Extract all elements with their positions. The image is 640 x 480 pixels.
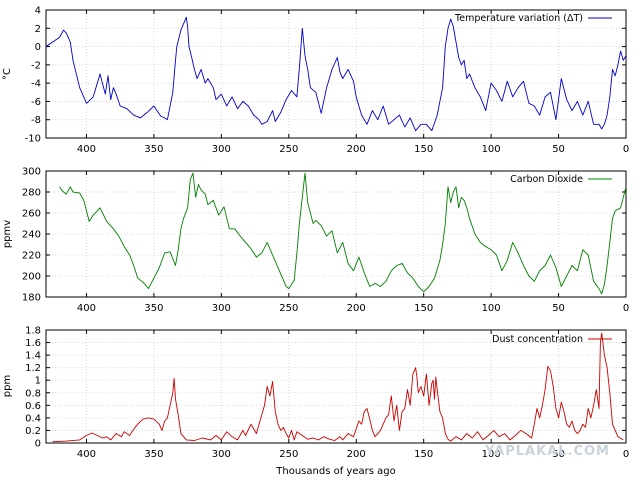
legend-label: Temperature variation (ΔT) bbox=[454, 13, 583, 24]
x-tick-label: 200 bbox=[347, 144, 366, 155]
x-tick-label: 50 bbox=[552, 303, 565, 314]
x-tick-label: 100 bbox=[482, 144, 501, 155]
y-tick-label: 0 bbox=[35, 439, 41, 450]
x-tick-label: 100 bbox=[482, 449, 501, 460]
x-tick-label: 150 bbox=[414, 449, 433, 460]
y-tick-label: 1.6 bbox=[25, 338, 41, 349]
x-tick-label: 0 bbox=[623, 303, 629, 314]
y-tick-label: 200 bbox=[22, 272, 41, 283]
panel-3: 0 0.2 0.40.6 0.81 1.21.4 1.61.8 400 350 300 250 20… bbox=[2, 326, 629, 478]
y-tick-label: 1.8 bbox=[25, 326, 41, 337]
y-tick-label: 220 bbox=[22, 251, 41, 262]
x-tick-label: 400 bbox=[77, 449, 96, 460]
y-tick-label: -10 bbox=[25, 134, 41, 145]
x-tick-label: 50 bbox=[552, 144, 565, 155]
x-tick-label: 250 bbox=[279, 144, 298, 155]
y-tick-label: 1 bbox=[35, 376, 41, 387]
y-tick-label: 1.2 bbox=[25, 363, 41, 374]
x-tick-label: 200 bbox=[347, 449, 366, 460]
y-tick-label: 240 bbox=[22, 230, 41, 241]
series-line bbox=[46, 16, 626, 132]
y-axis-label: ppmv bbox=[2, 220, 13, 248]
y-axis-label: ppm bbox=[2, 375, 13, 397]
y-tick-label: 0.8 bbox=[25, 388, 41, 399]
watermark: YAPLAKAL.COM bbox=[484, 444, 610, 459]
y-tick-label: 4 bbox=[35, 6, 41, 17]
x-tick-label: 350 bbox=[144, 303, 163, 314]
y-tick-label: 260 bbox=[22, 209, 41, 220]
panel-2: 180 200 220 240 260 280 300 400 350 300 250 200 150 1… bbox=[2, 167, 629, 315]
x-tick-label: 250 bbox=[279, 303, 298, 314]
plot-frame bbox=[45, 329, 627, 444]
y-axis-label: °C bbox=[2, 68, 13, 80]
y-tick-label: 280 bbox=[22, 188, 41, 199]
series-line bbox=[59, 172, 626, 295]
x-tick-label: 300 bbox=[212, 449, 231, 460]
x-tick-label: 300 bbox=[212, 303, 231, 314]
y-tick-label: 2 bbox=[35, 24, 41, 35]
y-tick-label: 0 bbox=[35, 42, 41, 53]
y-tick-label: -4 bbox=[31, 79, 41, 90]
legend-label: Dust concentration bbox=[492, 334, 583, 345]
legend-label: Carbon Dioxide bbox=[510, 174, 583, 185]
x-tick-label: 50 bbox=[552, 449, 565, 460]
y-tick-label: 1.4 bbox=[25, 351, 41, 362]
x-tick-label: 200 bbox=[347, 303, 366, 314]
x-tick-label: 250 bbox=[279, 449, 298, 460]
x-tick-label: 150 bbox=[414, 144, 433, 155]
x-tick-label: 400 bbox=[77, 144, 96, 155]
y-tick-label: 0.2 bbox=[25, 426, 41, 437]
y-tick-label: 0.4 bbox=[25, 413, 41, 424]
y-tick-label: 0.6 bbox=[25, 401, 41, 412]
panel-1: -10 -8 -6 -4 -2 0 2 4 400 350 300 250 200 150 100 50 0 °C… bbox=[2, 6, 629, 156]
x-tick-label: 0 bbox=[623, 144, 629, 155]
y-tick-label: 300 bbox=[22, 167, 41, 178]
plot-frame bbox=[45, 9, 627, 139]
y-tick-label: -8 bbox=[31, 115, 41, 126]
x-tick-label: 100 bbox=[482, 303, 501, 314]
x-tick-label: 300 bbox=[212, 144, 231, 155]
x-tick-label: 350 bbox=[144, 449, 163, 460]
series-line bbox=[52, 332, 624, 443]
x-tick-label: 350 bbox=[144, 144, 163, 155]
y-tick-label: 180 bbox=[22, 293, 41, 304]
y-tick-label: -6 bbox=[31, 97, 41, 108]
x-axis-label: Thousands of years ago bbox=[275, 466, 395, 477]
x-tick-label: 150 bbox=[414, 303, 433, 314]
x-tick-label: 0 bbox=[623, 449, 629, 460]
x-tick-label: 400 bbox=[77, 303, 96, 314]
y-tick-label: -2 bbox=[31, 60, 41, 71]
